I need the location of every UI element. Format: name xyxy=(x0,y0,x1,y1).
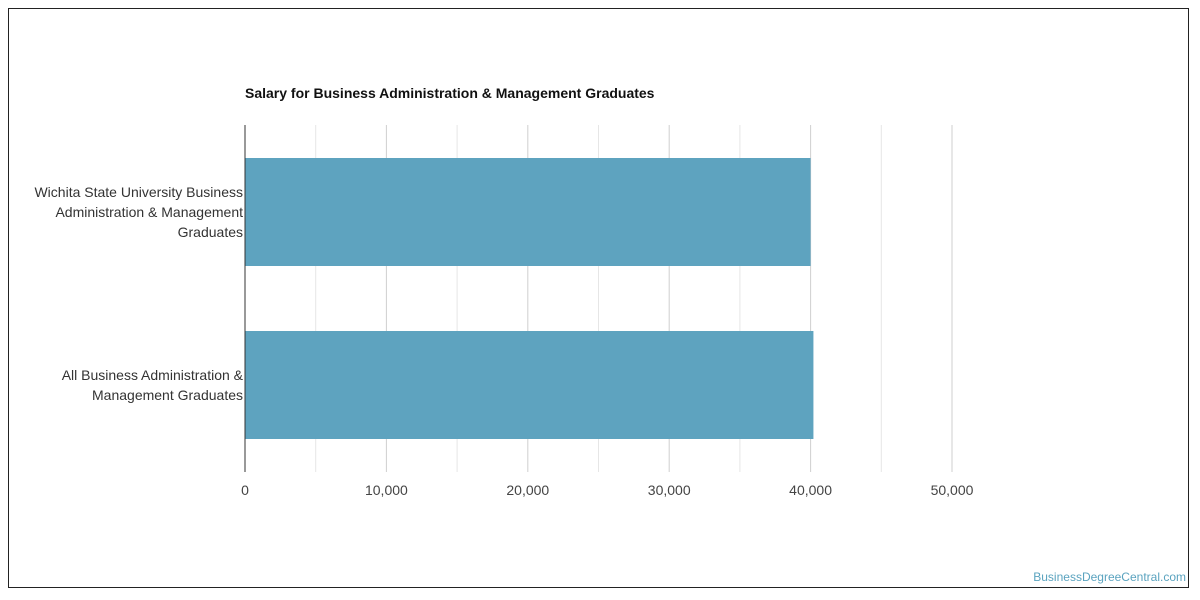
x-tick-label: 50,000 xyxy=(931,482,974,498)
bar-0 xyxy=(245,158,811,266)
category-label: Wichita State University Business Adminis… xyxy=(8,182,243,242)
category-label-line: All Business Administration & xyxy=(61,367,243,383)
x-tick-label: 10,000 xyxy=(365,482,408,498)
category-label: All Business Administration & Management … xyxy=(8,365,243,405)
x-tick-label: 0 xyxy=(241,482,249,498)
category-label-line: Administration & Management xyxy=(55,204,243,220)
x-tick-label: 30,000 xyxy=(648,482,691,498)
chart-title: Salary for Business Administration & Man… xyxy=(245,85,655,101)
category-label-line: Graduates xyxy=(177,224,243,240)
bar-1 xyxy=(245,331,814,439)
x-tick-label: 20,000 xyxy=(506,482,549,498)
category-label-line: Management Graduates xyxy=(92,387,243,403)
x-tick-label: 40,000 xyxy=(789,482,832,498)
category-label-line: Wichita State University Business xyxy=(34,184,243,200)
watermark[interactable]: BusinessDegreeCentral.com xyxy=(1033,570,1186,584)
